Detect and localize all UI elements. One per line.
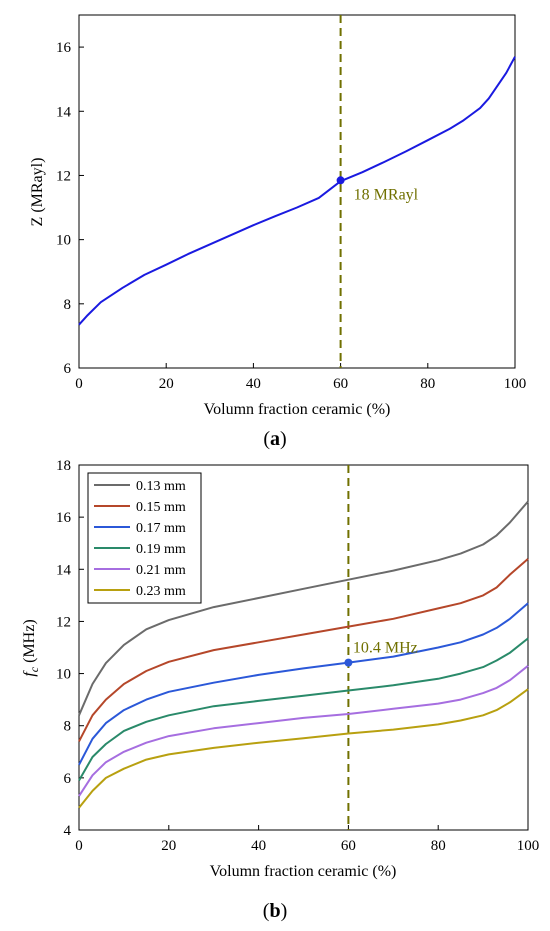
- highlight-point: [336, 176, 345, 185]
- y-tick-label: 12: [56, 614, 71, 630]
- y-tick-label: 12: [56, 168, 71, 184]
- x-tick-label: 60: [333, 376, 348, 392]
- panel-b-annotation: 10.4 MHz: [353, 640, 418, 657]
- panel-b-caption-letter: b: [269, 900, 280, 922]
- series-line-6: [78, 688, 529, 809]
- y-tick-label: 6: [64, 771, 72, 787]
- series-line-2: [78, 558, 529, 742]
- x-tick-label: 20: [161, 838, 176, 854]
- panel-b-legend-items: 0.13 mm 0.15 mm 0.17 mm 0.19 mm 0.21 mm 0.23 …: [94, 479, 186, 599]
- y-tick-label: 18: [56, 458, 71, 474]
- panel-b-legend: 0.13 mm 0.15 mm 0.17 mm 0.19 mm 0.21 mm 0.23 …: [87, 472, 202, 604]
- legend-label: 0.13 mm: [136, 479, 186, 494]
- panel-b-y-axis-unit: (MHz): [21, 619, 38, 667]
- legend-label: 0.15 mm: [136, 500, 186, 515]
- panel-b-caption-open: (: [263, 900, 270, 922]
- y-tick-label: 10: [56, 667, 71, 683]
- panel-b-x-ticks: 0 20 40 60 80 100: [75, 825, 539, 854]
- y-tick-label: 10: [56, 233, 71, 249]
- panel-a-caption-letter: a: [270, 428, 280, 450]
- panel-a-caption-close: ): [280, 428, 287, 450]
- series-line-3: [78, 602, 529, 766]
- panel-b-y-axis-symbol: f: [21, 670, 38, 677]
- y-tick-label: 14: [56, 104, 72, 120]
- x-tick-label: 40: [246, 376, 261, 392]
- panel-a-plot-frame: [78, 14, 516, 369]
- panel-b-y-axis-title: fc (MHz): [21, 619, 41, 676]
- series-line-4: [78, 637, 529, 781]
- x-tick-label: 100: [504, 376, 527, 392]
- panel-a-annotation: 18 MRayl: [354, 187, 419, 204]
- legend-label: 0.19 mm: [136, 542, 186, 557]
- panel-b-y-axis-subscript: c: [27, 666, 41, 672]
- y-tick-label: 6: [64, 361, 72, 377]
- y-tick-label: 14: [56, 562, 72, 578]
- y-tick-label: 8: [64, 719, 72, 735]
- legend-label: 0.21 mm: [136, 563, 186, 578]
- x-tick-label: 40: [251, 838, 266, 854]
- panel-b-series: [78, 465, 529, 830]
- panel-a-caption: (a): [263, 428, 286, 450]
- panel-a-x-ticks: 0 20 40 60 80 100: [75, 363, 526, 392]
- x-tick-label: 80: [420, 376, 435, 392]
- y-tick-label: 4: [64, 823, 72, 839]
- panel-a-caption-open: (: [263, 428, 270, 450]
- legend-label: 0.17 mm: [136, 521, 186, 536]
- x-tick-label: 100: [517, 838, 540, 854]
- y-tick-label: 16: [56, 40, 72, 56]
- x-tick-label: 80: [431, 838, 446, 854]
- x-tick-label: 20: [159, 376, 174, 392]
- y-tick-label: 16: [56, 510, 72, 526]
- panel-b-plot-frame: [78, 464, 529, 831]
- panel-b: 0 20 40 60 80 100 4 6 8 10 12 14 16 18 10.4 MHz 0.13…: [21, 458, 539, 922]
- y-tick-label: 8: [64, 297, 72, 313]
- panel-b-legend-box: [87, 472, 202, 604]
- panel-a: 0 20 40 60 80 100 6 8 10 12 14 16 18 MRayl Volumn …: [29, 14, 526, 450]
- panel-a-series: [78, 15, 516, 368]
- series-line-1: [78, 500, 529, 716]
- panel-b-y-ticks: 4 6 8 10 12 14 16 18: [56, 458, 84, 839]
- legend-label: 0.23 mm: [136, 584, 186, 599]
- panel-a-y-axis-title: Z (MRayl): [29, 158, 46, 227]
- panel-b-caption-close: ): [281, 900, 288, 922]
- panel-b-x-axis-title: Volumn fraction ceramic (%): [210, 863, 397, 880]
- series-line-1: [78, 56, 516, 326]
- panel-b-caption: (b): [263, 900, 287, 922]
- x-tick-label: 60: [341, 838, 356, 854]
- panel-a-x-axis-title: Volumn fraction ceramic (%): [204, 401, 391, 418]
- series-line-5: [78, 665, 529, 797]
- x-tick-label: 0: [75, 376, 83, 392]
- highlight-point: [344, 658, 353, 667]
- x-tick-label: 0: [75, 838, 83, 854]
- panel-a-y-ticks: 6 8 10 12 14 16: [56, 40, 84, 377]
